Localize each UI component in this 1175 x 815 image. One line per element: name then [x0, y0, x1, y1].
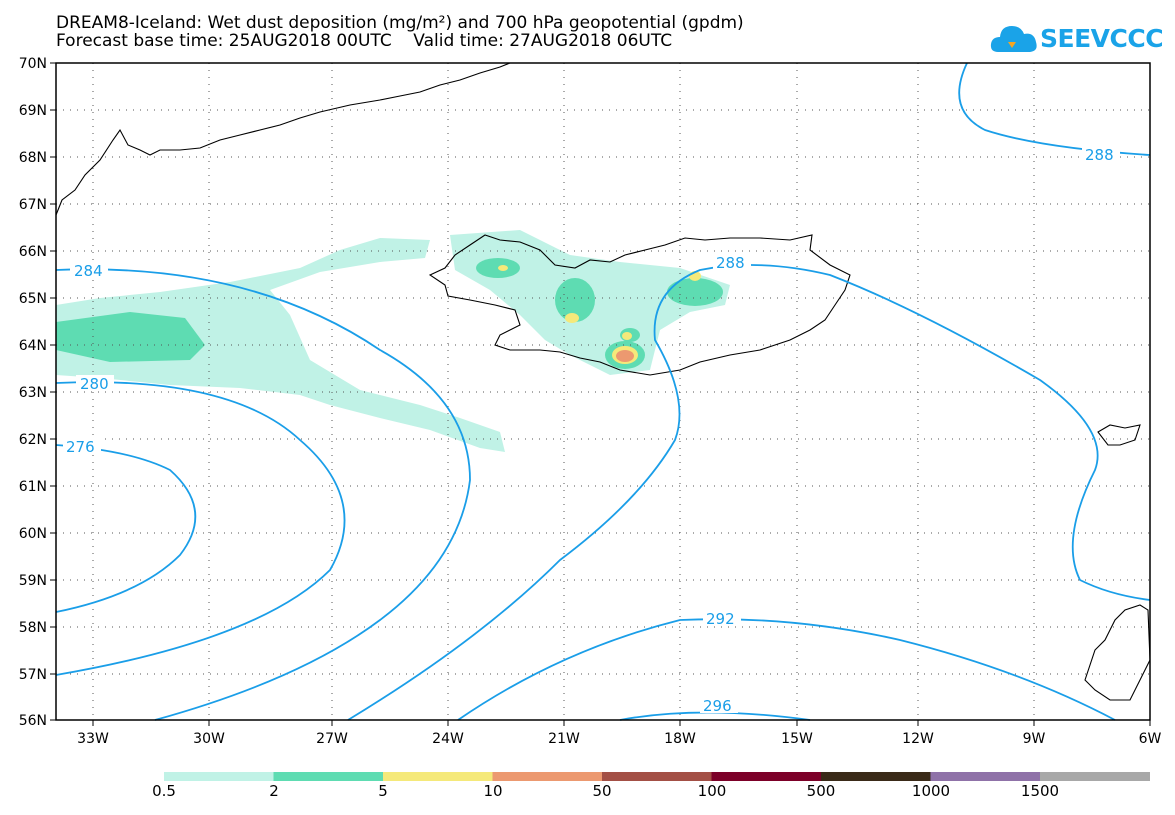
lon-label: 18W	[664, 731, 696, 747]
dust-area-iceland-mid3	[667, 278, 723, 306]
contour-label-280: 280	[80, 375, 109, 393]
contour-label-284: 284	[74, 262, 103, 280]
lon-label: 15W	[781, 731, 813, 747]
dust-area-yellow1	[565, 313, 579, 323]
dust-area-mid	[56, 312, 205, 362]
lon-label: 6W	[1139, 731, 1162, 747]
dust-area-orange	[616, 350, 634, 362]
seevccc-logo	[990, 18, 1140, 60]
colorbar-label: 10	[483, 782, 503, 800]
lat-label: 70N	[19, 56, 47, 72]
colorbar-label: 1000	[911, 782, 951, 800]
greenland-coast	[55, 62, 511, 216]
lon-label: 12W	[902, 731, 934, 747]
lat-label: 64N	[19, 338, 47, 354]
dust-area-yellow4	[498, 265, 508, 271]
contour-label-288-iceland: 288	[716, 254, 745, 272]
lon-label: 21W	[548, 731, 580, 747]
lat-label: 61N	[19, 479, 47, 495]
lat-label: 69N	[19, 103, 47, 119]
axis-ticks	[50, 62, 1151, 726]
graticule	[56, 63, 1150, 720]
colorbar-swatch	[383, 772, 493, 781]
contour-label-296: 296	[703, 697, 732, 715]
logo-text: SEEVCCC	[1040, 24, 1164, 53]
lat-label: 68N	[19, 150, 47, 166]
map-title: DREAM8-Iceland: Wet dust deposition (mg/…	[56, 13, 744, 33]
colorbar-swatch	[492, 772, 603, 781]
lat-label: 58N	[19, 620, 47, 636]
lon-label: 30W	[193, 731, 225, 747]
contour-label-288-top: 288	[1085, 146, 1114, 164]
latitude-labels: 70N 69N 68N 67N 66N 65N 64N 63N 62N 61N …	[19, 56, 47, 729]
dust-deposition-layer	[56, 230, 730, 452]
lat-label: 56N	[19, 713, 47, 729]
contour-280	[55, 381, 346, 676]
colorbar-swatch	[164, 772, 274, 781]
dust-area-iceland-mid2	[555, 278, 595, 322]
contour-label-276: 276	[66, 438, 95, 456]
contour-label-group: 284 280 276 288 288 292 296	[63, 146, 1120, 715]
lat-label: 66N	[19, 244, 47, 260]
contour-292	[457, 618, 1116, 721]
colorbar-label: 500	[806, 782, 836, 800]
coastlines	[55, 62, 1151, 701]
colorbar-swatch	[930, 772, 1041, 781]
contour-284	[55, 268, 471, 721]
lon-label: 33W	[77, 731, 109, 747]
lat-label: 63N	[19, 385, 47, 401]
colorbar-swatch	[821, 772, 931, 781]
contour-label-292: 292	[706, 610, 735, 628]
lon-label: 24W	[432, 731, 464, 747]
colorbar-swatch	[273, 772, 384, 781]
colorbar-label: 2	[269, 782, 279, 800]
lon-label: 9W	[1023, 731, 1046, 747]
lat-label: 59N	[19, 573, 47, 589]
colorbar-swatch	[711, 772, 822, 781]
colorbar-label: 1500	[1020, 782, 1060, 800]
faroe-coast	[1097, 424, 1141, 446]
lat-label: 67N	[19, 197, 47, 213]
lat-label: 62N	[19, 432, 47, 448]
colorbar	[164, 772, 1150, 781]
map-subtitle: Forecast base time: 25AUG2018 00UTC Vali…	[56, 31, 673, 51]
colorbar-label: 5	[378, 782, 388, 800]
colorbar-swatch	[1040, 772, 1150, 781]
colorbar-label: 0.5	[152, 782, 176, 800]
colorbar-swatch	[602, 772, 712, 781]
lat-label: 65N	[19, 291, 47, 307]
longitude-labels: 33W 30W 27W 24W 21W 18W 15W 12W 9W 6W	[77, 731, 1161, 747]
scotland-coast	[1084, 604, 1151, 701]
lat-label: 57N	[19, 667, 47, 683]
lat-label: 60N	[19, 526, 47, 542]
lon-label: 27W	[316, 731, 348, 747]
iceland-coast	[428, 234, 851, 376]
contour-276	[55, 444, 197, 613]
dust-area-yellow3	[622, 332, 632, 340]
colorbar-label: 100	[697, 782, 727, 800]
contour-288-top	[958, 62, 1151, 156]
cloud-icon	[990, 26, 1037, 52]
colorbar-label: 50	[592, 782, 612, 800]
